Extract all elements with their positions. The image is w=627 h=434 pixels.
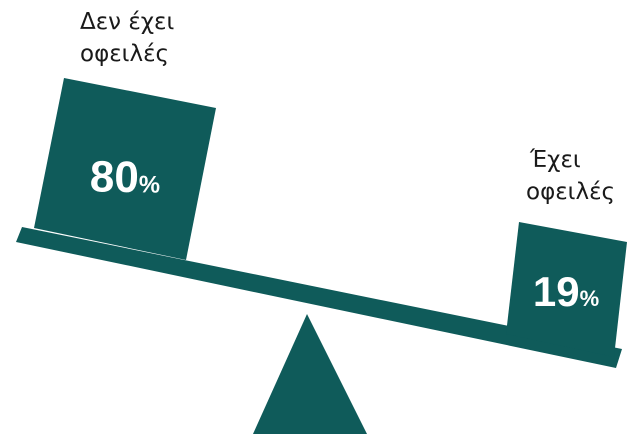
left-caption: Δεν έχει οφειλές	[80, 6, 174, 70]
right-weight-block	[506, 222, 627, 357]
left-percent-label: 80%	[89, 152, 160, 202]
fulcrum-triangle	[253, 314, 367, 434]
right-percent-unit: %	[580, 286, 600, 311]
seesaw-beam	[16, 227, 622, 368]
right-percent-label: 19%	[533, 268, 599, 315]
left-percent-value: 80	[89, 152, 139, 202]
right-caption: Έχει οφειλές	[526, 144, 615, 208]
right-caption-line1: Έχει	[530, 147, 581, 173]
right-caption-line2: οφειλές	[526, 179, 616, 205]
left-caption-line1: Δεν έχει	[80, 9, 175, 35]
left-caption-line2: οφειλές	[80, 41, 170, 67]
right-percent-value: 19	[533, 268, 580, 315]
left-percent-unit: %	[138, 171, 160, 198]
left-weight-block	[34, 78, 216, 260]
